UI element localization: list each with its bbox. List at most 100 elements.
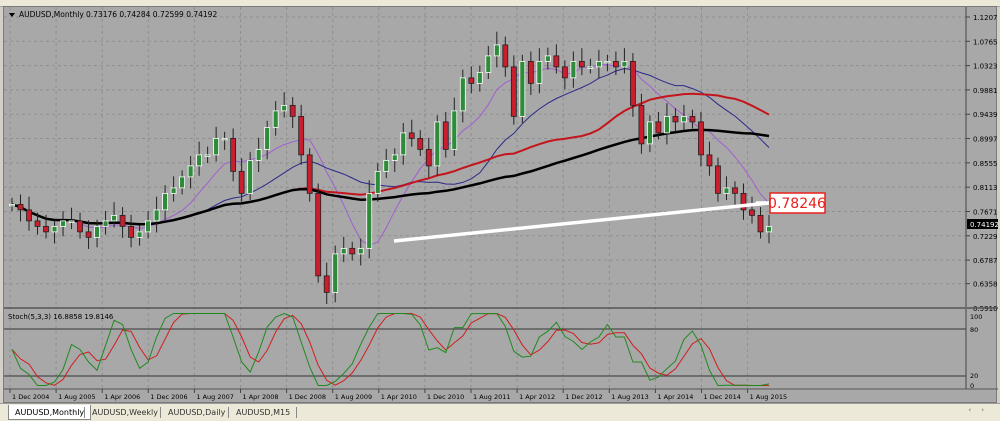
time-tick-label: 1 Aug 2005 [58, 393, 96, 401]
candle [476, 65, 483, 92]
candle-body [664, 115, 670, 134]
candle-body [17, 203, 24, 211]
candle [400, 122, 407, 165]
candle [272, 100, 279, 136]
tab-audusd-daily[interactable]: AUDUSD,Daily [168, 408, 226, 417]
candle [111, 202, 117, 228]
candle-body [366, 192, 373, 249]
candle [238, 158, 245, 202]
candle [136, 225, 143, 246]
time-tick-label: 1 Apr 2010 [381, 393, 417, 401]
candle [570, 51, 577, 88]
candle [51, 219, 58, 244]
candle [332, 245, 339, 303]
price-chart[interactable]: AUDUSD,Monthly 0.73176 0.74284 0.72599 0… [4, 7, 998, 404]
candle [77, 212, 83, 239]
candle-body [757, 214, 764, 233]
white-trendline[interactable] [393, 201, 770, 243]
stoch-level-100-label: 100 [970, 313, 982, 321]
candle [595, 49, 602, 79]
candle-body [536, 60, 543, 84]
stoch-level-80-label: 80 [970, 326, 978, 334]
candle-body [34, 220, 41, 227]
candle [672, 108, 679, 132]
candle [306, 148, 313, 202]
candle [34, 212, 41, 235]
time-tick-label: 1 Dec 2014 [704, 393, 741, 401]
candle [612, 51, 619, 76]
candle [655, 111, 662, 140]
time-axis: 1 Dec 2004 1 Aug 2005 1 Apr 2006 1 Dec 2006… [9, 389, 787, 401]
candle [196, 141, 203, 176]
candle [493, 31, 500, 68]
candle [323, 262, 330, 304]
candle-body [502, 44, 509, 68]
current-price-label: 0.74192 [970, 221, 998, 229]
candle [442, 111, 449, 158]
stoch-main-line [11, 312, 770, 387]
tab-separator [228, 407, 229, 418]
candle-body [527, 60, 534, 84]
annotation-box [769, 192, 826, 214]
time-tick-label: 1 Aug 2009 [335, 393, 373, 401]
candle-body [383, 159, 390, 172]
candle [485, 45, 492, 79]
candle [621, 48, 628, 74]
candle-body [417, 137, 424, 150]
price-annotation[interactable]: 0.78246 [768, 192, 826, 214]
candle-body [357, 247, 364, 255]
time-tick-label: 1 Apr 2008 [243, 393, 279, 401]
tab-separator [84, 407, 85, 418]
candle-body [732, 187, 738, 194]
candle [544, 47, 551, 70]
candle [502, 36, 509, 77]
current-price-marker: 0.74192 [967, 219, 998, 229]
candle-body [766, 225, 772, 233]
stoch-title: Stoch(5,3,3) 16.8858 19.8146 [8, 313, 114, 321]
stochastic-panel[interactable]: Stoch(5,3,3) 16.8858 19.8146 100 80 20 0 [4, 309, 982, 390]
candle [9, 197, 15, 211]
candle [26, 196, 32, 231]
candle [43, 214, 49, 239]
candle-body [264, 126, 271, 150]
candle [128, 214, 134, 248]
candle [213, 126, 220, 162]
collapse-triangle-icon[interactable] [9, 13, 15, 17]
candle [451, 97, 458, 156]
tab-audusd-monthly[interactable]: AUDUSD,Monthly [8, 405, 92, 420]
candle-body [587, 66, 594, 69]
candle-body [425, 148, 432, 167]
candle [749, 196, 755, 224]
candle [119, 207, 126, 238]
candle [17, 194, 24, 222]
time-tick-label: 1 Aug 2007 [196, 393, 234, 401]
candle [417, 130, 424, 156]
candle-body [119, 214, 126, 227]
candle-body [306, 154, 313, 194]
candle-body [715, 165, 721, 194]
candle [553, 44, 560, 74]
candle [145, 210, 151, 239]
candle-body [145, 220, 151, 233]
candle-body [510, 66, 517, 117]
candle-body [468, 77, 475, 84]
tab-scroll-arrows-icon[interactable]: ‹› [968, 406, 994, 414]
candle-body [544, 55, 551, 62]
candle-body [578, 60, 585, 68]
candle [408, 119, 415, 147]
candle [723, 176, 730, 200]
time-tick-label: 1 Dec 2010 [427, 393, 464, 401]
candle-body [400, 132, 407, 156]
tab-separator [160, 407, 161, 418]
candle-body [655, 121, 662, 134]
time-tick-label: 1 Aug 2013 [611, 393, 649, 401]
tab-audusd-m15[interactable]: AUDUSD,M15 [236, 408, 291, 417]
tab-audusd-weekly[interactable]: AUDUSD,Weekly [92, 408, 158, 417]
chart-window[interactable]: AUDUSD,Monthly 0.73176 0.74284 0.72599 0… [3, 6, 998, 404]
time-tick-label: 1 Apr 2012 [519, 393, 555, 401]
